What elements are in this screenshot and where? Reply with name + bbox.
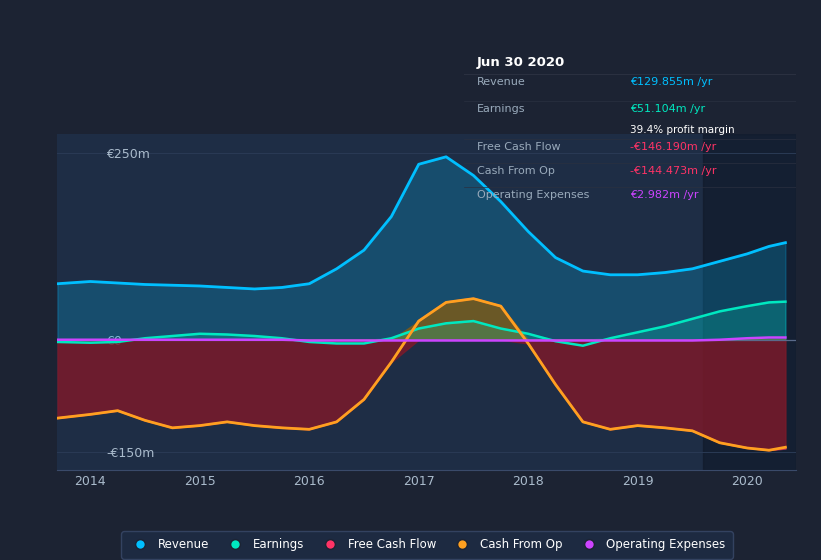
Text: Earnings: Earnings	[477, 104, 525, 114]
Bar	[704, 134, 796, 470]
Text: €129.855m /yr: €129.855m /yr	[631, 77, 713, 87]
Text: €2.982m /yr: €2.982m /yr	[631, 190, 699, 200]
Legend: Revenue, Earnings, Free Cash Flow, Cash From Op, Operating Expenses: Revenue, Earnings, Free Cash Flow, Cash …	[122, 531, 732, 558]
Text: -€146.190m /yr: -€146.190m /yr	[631, 142, 717, 152]
Text: Free Cash Flow: Free Cash Flow	[477, 142, 561, 152]
Text: -€144.473m /yr: -€144.473m /yr	[631, 166, 717, 176]
Text: 39.4% profit margin: 39.4% profit margin	[631, 125, 735, 134]
Text: Jun 30 2020: Jun 30 2020	[477, 56, 566, 69]
Text: Operating Expenses: Operating Expenses	[477, 190, 589, 200]
Text: €51.104m /yr: €51.104m /yr	[631, 104, 705, 114]
Text: Revenue: Revenue	[477, 77, 526, 87]
Text: Cash From Op: Cash From Op	[477, 166, 555, 176]
